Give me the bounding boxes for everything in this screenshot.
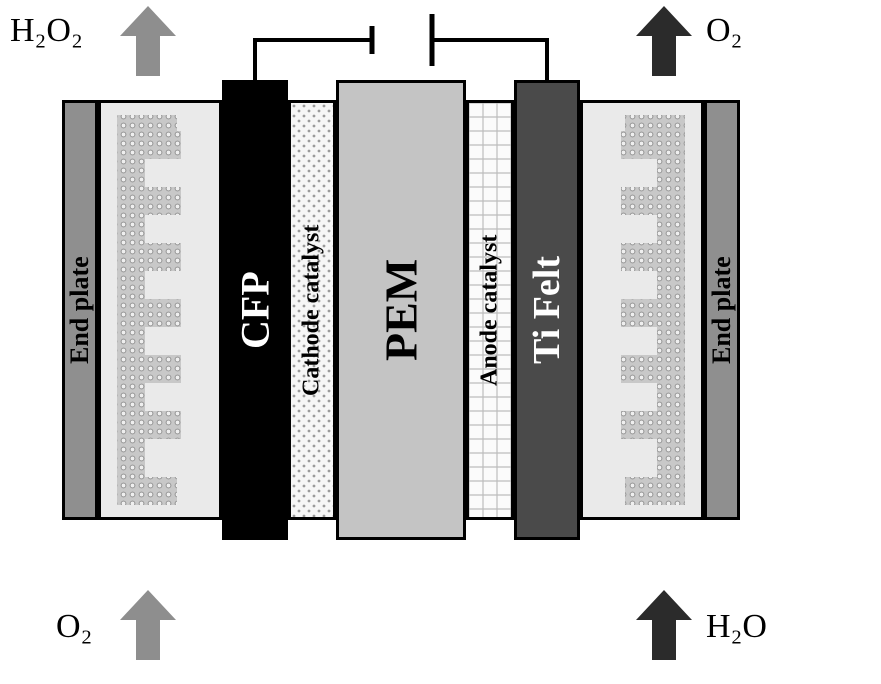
layer-pem-label: PEM xyxy=(336,80,466,540)
layer-endplate_r-label: End plate xyxy=(704,100,740,520)
flow-channel-left xyxy=(101,103,219,517)
layer-endplate_l-label: End plate xyxy=(62,100,98,520)
cell-stack: End plate CFPCathode catalystPEMAnode cat… xyxy=(0,0,881,684)
layer-cfp-label: CFP xyxy=(222,80,288,540)
layer-cathode_cat-label: Cathode catalyst xyxy=(288,100,336,520)
layer-ti_felt-label: Ti Felt xyxy=(514,80,580,540)
flow-channel-right xyxy=(583,103,701,517)
layer-anode_cat-label: Anode catalyst xyxy=(466,100,514,520)
